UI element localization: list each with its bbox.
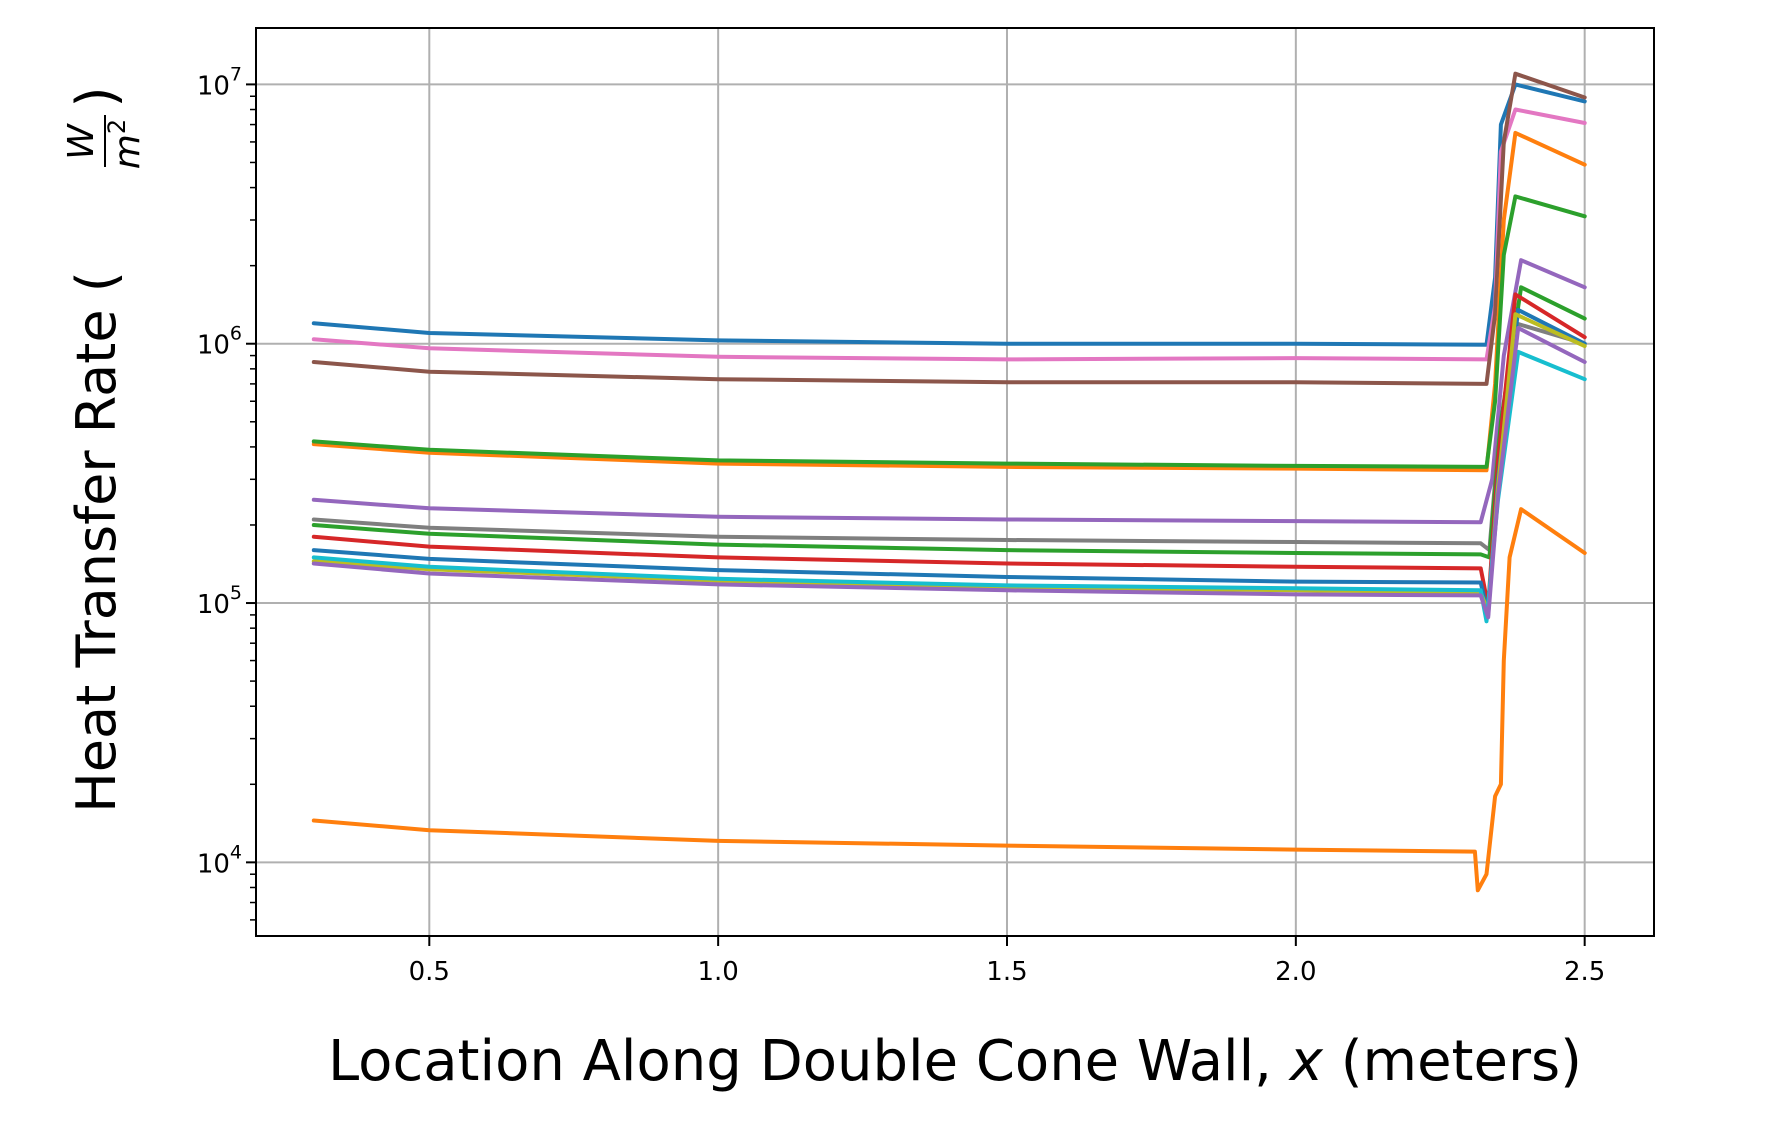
x-tick-label: 2.5 xyxy=(1564,957,1605,987)
y-axis-ticks: 104 105 106 107 xyxy=(197,63,256,921)
y-axis-unit-denominator: m2 xyxy=(103,119,148,169)
x-tick-label: 1.5 xyxy=(986,957,1027,987)
series-line-2 xyxy=(311,107,1587,362)
series-line-3 xyxy=(311,71,1587,386)
x-tick-label: 2.0 xyxy=(1275,957,1316,987)
y-tick-label: 106 xyxy=(197,323,242,361)
x-tick-label: 0.5 xyxy=(409,957,450,987)
plot-frame xyxy=(255,27,1655,937)
y-tick-label: 104 xyxy=(197,841,242,879)
x-axis-ticks: 0.5 1.0 1.5 2.0 2.5 xyxy=(409,936,1605,987)
x-axis-title-part2: (meters) xyxy=(1323,1029,1582,1094)
grid-lines xyxy=(256,28,1654,936)
series-line-9 xyxy=(311,292,1587,609)
x-axis-title: Location Along Double Cone Wall, x (mete… xyxy=(328,1029,1582,1094)
series-line-4 xyxy=(311,130,1587,473)
series-line-5 xyxy=(311,194,1587,469)
y-axis-unit-numerator: W xyxy=(61,123,102,160)
x-axis-title-part1: Location Along Double Cone Wall, xyxy=(328,1029,1290,1094)
y-tick-label: 107 xyxy=(197,63,242,101)
x-axis-variable: x xyxy=(1288,1029,1324,1094)
series-line-13 xyxy=(311,326,1587,620)
y-tick-label: 105 xyxy=(197,582,242,620)
y-axis-title-close-paren: ) xyxy=(65,86,128,107)
y-axis-title: Heat Transfer Rate ( W m2 ) xyxy=(61,86,148,812)
y-axis-title-text: Heat Transfer Rate ( xyxy=(65,271,128,813)
x-tick-label: 1.0 xyxy=(697,957,738,987)
series-lines xyxy=(311,71,1587,893)
series-line-14 xyxy=(311,507,1587,893)
